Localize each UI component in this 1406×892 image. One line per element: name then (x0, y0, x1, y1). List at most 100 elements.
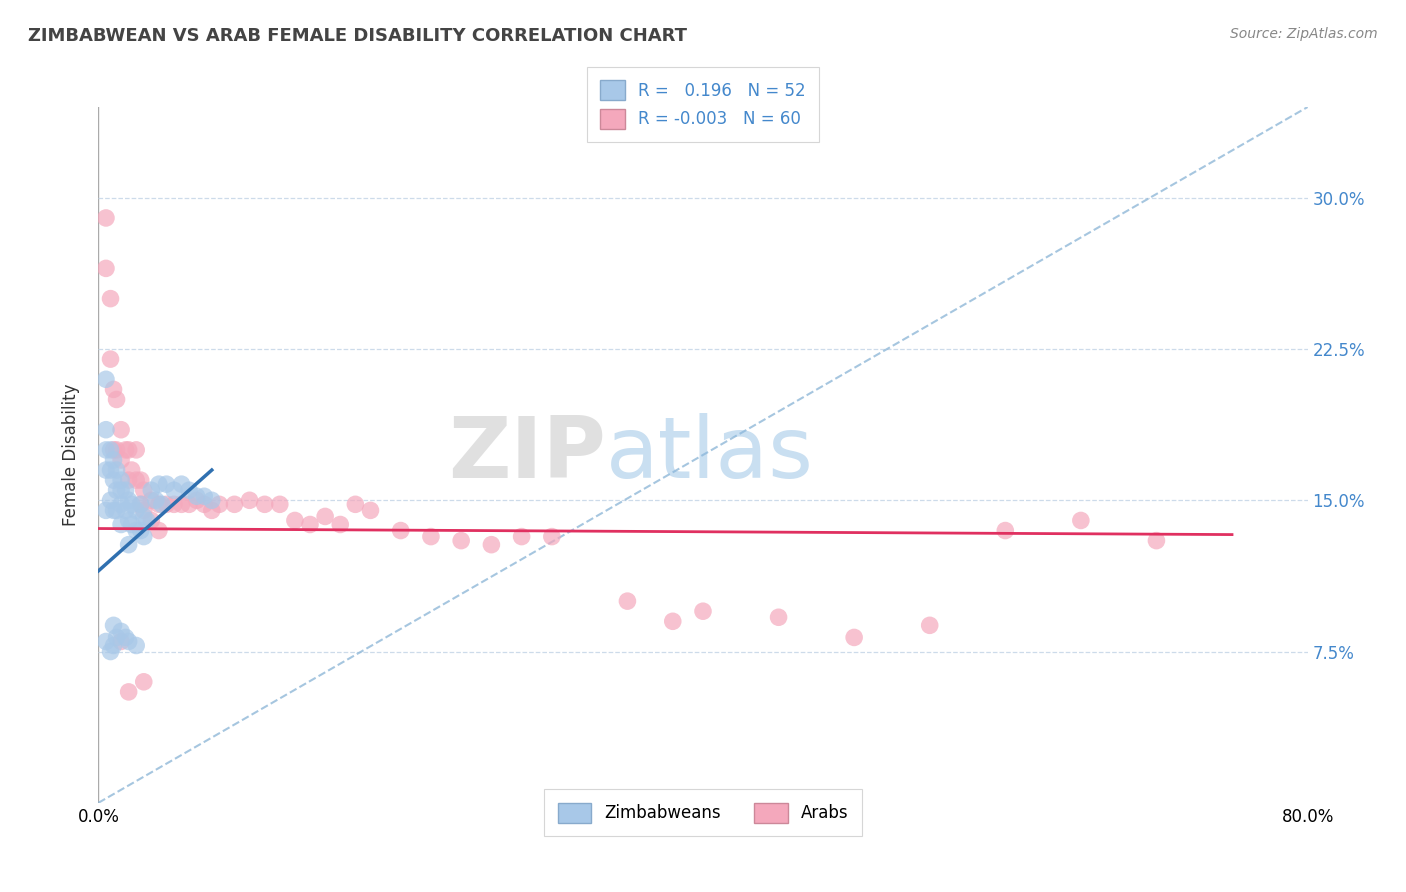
Point (661, 615, 683, 629)
Point (389, 524, 412, 538)
Point (110, 453, 132, 467)
Point (114, 503, 136, 517)
Point (125, 524, 148, 538)
Point (918, 618, 941, 632)
Point (148, 477, 170, 491)
Point (170, 497, 193, 511)
Point (129, 497, 152, 511)
Point (103, 442, 125, 457)
Point (114, 442, 136, 457)
Point (269, 497, 291, 511)
Point (186, 493, 208, 508)
Point (344, 497, 367, 511)
Point (105, 442, 128, 457)
Point (110, 423, 132, 437)
Point (125, 473, 148, 487)
Text: atlas: atlas (606, 413, 814, 497)
Point (110, 634, 132, 648)
Point (132, 674, 155, 689)
Point (103, 639, 125, 653)
Point (155, 497, 177, 511)
Point (110, 473, 132, 487)
Point (103, 453, 125, 467)
Point (132, 503, 155, 517)
Point (100, 463, 122, 477)
Point (105, 483, 128, 498)
Point (125, 442, 148, 457)
Point (103, 618, 125, 632)
Point (118, 685, 141, 699)
Point (145, 493, 167, 508)
Point (110, 497, 132, 511)
Point (201, 493, 224, 508)
Point (125, 503, 148, 517)
Point (148, 524, 170, 538)
Point (150, 497, 173, 511)
Point (94, 261, 117, 276)
Point (170, 477, 193, 491)
Point (118, 538, 141, 552)
Point (94, 634, 117, 648)
Point (163, 497, 186, 511)
Point (844, 631, 866, 645)
Point (284, 513, 307, 527)
Text: ZIMBABWEAN VS ARAB FEMALE DISABILITY CORRELATION CHART: ZIMBABWEAN VS ARAB FEMALE DISABILITY COR… (28, 27, 688, 45)
Point (129, 473, 152, 487)
Point (94, 423, 117, 437)
Point (132, 530, 155, 544)
Point (616, 594, 638, 608)
Point (114, 631, 136, 645)
Point (100, 292, 122, 306)
Point (224, 497, 246, 511)
Point (105, 463, 128, 477)
Point (314, 509, 336, 524)
Point (299, 517, 322, 532)
Point (148, 497, 170, 511)
Point (94, 503, 117, 517)
Point (100, 352, 122, 367)
Point (100, 493, 122, 508)
Point (692, 604, 714, 618)
Point (118, 634, 141, 648)
Y-axis label: Female Disability: Female Disability (62, 384, 80, 526)
Point (121, 517, 143, 532)
Point (1144, 533, 1167, 548)
Legend: Zimbabweans, Arabs: Zimbabweans, Arabs (544, 789, 862, 836)
Point (132, 483, 155, 498)
Point (360, 503, 382, 517)
Point (121, 463, 143, 477)
Point (179, 497, 201, 511)
Point (208, 497, 231, 511)
Point (103, 473, 125, 487)
Point (141, 483, 163, 498)
Point (121, 497, 143, 511)
Point (105, 392, 128, 407)
Point (110, 517, 132, 532)
Point (1070, 513, 1092, 527)
Point (100, 644, 122, 658)
Point (135, 513, 157, 527)
Point (129, 524, 152, 538)
Point (118, 442, 141, 457)
Point (540, 530, 562, 544)
Point (105, 631, 128, 645)
Point (141, 493, 163, 508)
Text: Source: ZipAtlas.com: Source: ZipAtlas.com (1230, 27, 1378, 41)
Point (103, 503, 125, 517)
Point (118, 513, 141, 527)
Point (768, 610, 790, 624)
Point (141, 513, 163, 527)
Point (510, 530, 533, 544)
Point (179, 483, 201, 498)
Point (110, 483, 132, 498)
Point (481, 538, 503, 552)
Point (163, 483, 186, 498)
Point (329, 517, 352, 532)
Point (155, 477, 177, 491)
Point (450, 533, 472, 548)
Point (100, 442, 122, 457)
Point (239, 493, 262, 508)
Point (110, 624, 132, 639)
Point (994, 524, 1017, 538)
Point (105, 503, 128, 517)
